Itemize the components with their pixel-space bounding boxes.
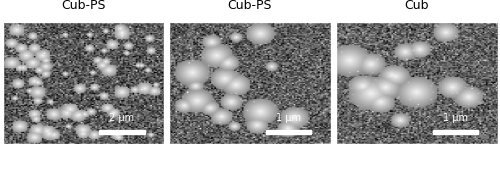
- Bar: [266, 130, 311, 134]
- Bar: [432, 130, 478, 134]
- Text: Cub: Cub: [404, 0, 429, 12]
- Text: Cub-PS: Cub-PS: [228, 0, 272, 12]
- Text: 1 μm: 1 μm: [276, 113, 301, 123]
- Text: Cub-PS: Cub-PS: [61, 0, 106, 12]
- Text: 1 μm: 1 μm: [443, 113, 468, 123]
- Bar: [100, 130, 144, 134]
- Text: 2 μm: 2 μm: [110, 113, 134, 123]
